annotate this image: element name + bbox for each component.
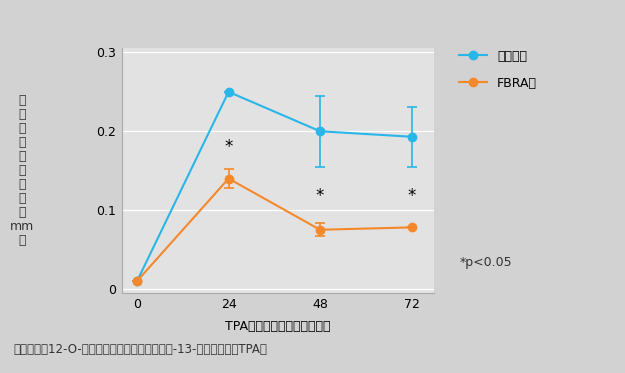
Text: 使用薬剤：12-O-テトラデカノイルホルボール-13-アセテート（TPA）: 使用薬剤：12-O-テトラデカノイルホルボール-13-アセテート（TPA） [14,343,268,356]
Text: 耳
の
厚
さ
の
増
加
量
（
mm
）: 耳 の 厚 さ の 増 加 量 （ mm ） [10,94,34,247]
Text: *: * [316,186,324,204]
Text: *: * [408,186,416,204]
Legend: 普通食群, FBRA群: 普通食群, FBRA群 [459,50,537,90]
Text: *p<0.05: *p<0.05 [459,257,512,269]
X-axis label: TPA塗布後の時間　（時間）: TPA塗布後の時間 （時間） [226,320,331,333]
Text: *: * [224,138,232,156]
